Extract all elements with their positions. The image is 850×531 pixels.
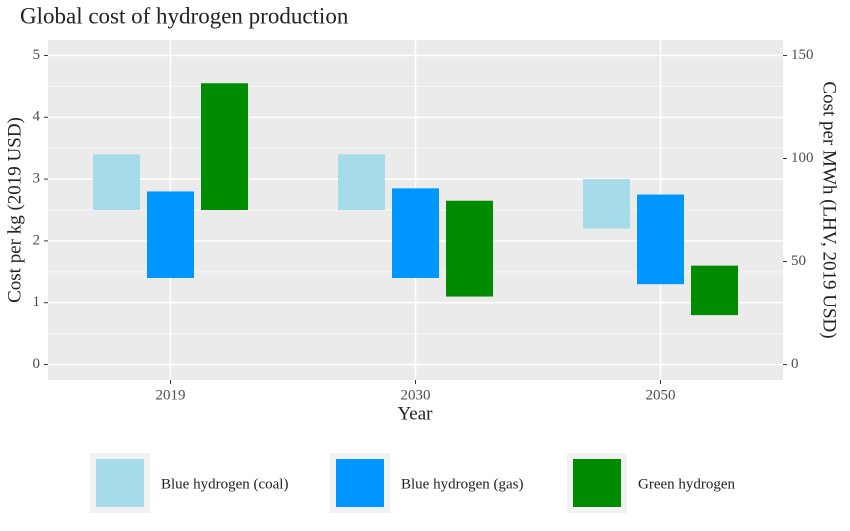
y-axis-title: Cost per kg (2019 USD): [4, 117, 25, 303]
y2-axis-title: Cost per MWh (LHV, 2019 USD): [819, 81, 840, 338]
bar: [691, 265, 738, 316]
legend-key: [96, 459, 144, 507]
bar: [583, 179, 630, 229]
bar: [637, 194, 684, 285]
legend-key: [336, 459, 384, 507]
legend-label: Green hydrogen: [638, 476, 736, 492]
x-axis-title: Year: [397, 403, 433, 424]
bar: [147, 191, 194, 278]
legend-key: [573, 459, 621, 507]
x-tick-label: 2030: [401, 387, 431, 403]
chart-title: Global cost of hydrogen production: [20, 3, 349, 28]
y2-tick-label: 150: [791, 47, 814, 63]
y-tick-label: 4: [33, 109, 41, 125]
y-tick-label: 3: [33, 171, 41, 187]
y-tick-label: 0: [33, 356, 41, 372]
bar: [446, 200, 493, 297]
y2-tick-label: 0: [791, 356, 799, 372]
bar: [93, 154, 140, 210]
bar: [201, 83, 248, 210]
x-tick-label: 2050: [646, 387, 676, 403]
y2-tick-label: 50: [791, 253, 806, 269]
y2-tick-label: 100: [791, 150, 814, 166]
legend-label: Blue hydrogen (gas): [401, 476, 523, 492]
y-tick-label: 2: [33, 232, 41, 248]
y-tick-label: 5: [33, 47, 41, 63]
bar: [392, 188, 439, 278]
bar: [338, 154, 385, 210]
x-tick-label: 2019: [156, 387, 186, 403]
legend-label: Blue hydrogen (coal): [161, 476, 288, 492]
y-tick-label: 1: [33, 294, 41, 310]
